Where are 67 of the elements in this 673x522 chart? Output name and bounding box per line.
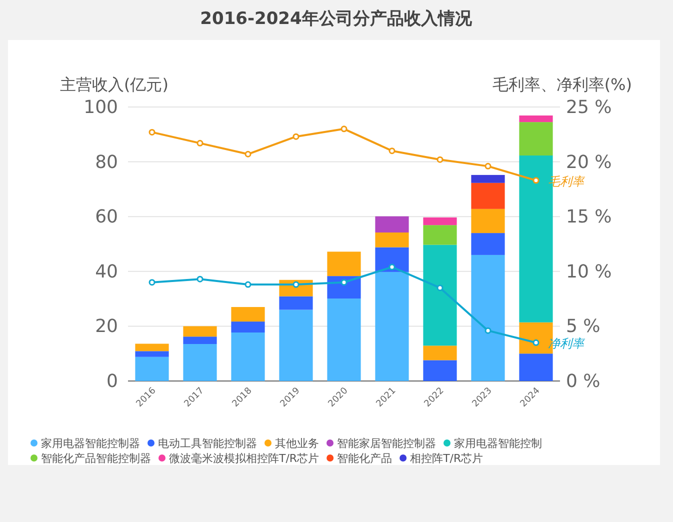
bar [183,336,217,344]
y2-axis-title: 毛利率、净利率(%) [492,75,632,94]
legend-label: 智能化产品 [337,452,392,465]
bar [183,326,217,337]
bar [231,322,265,332]
bar [423,225,457,245]
point [244,281,252,288]
point [244,150,252,158]
point [340,126,348,132]
bar [327,252,361,276]
y-tick-label: 0 [106,371,118,392]
point [532,339,540,346]
bar [423,346,457,360]
bar [519,122,553,156]
point [532,177,540,184]
bar [471,233,505,255]
chart-title: 2016-2024年公司分产品收入情况 [200,9,473,29]
legend-label: 智能化产品智能控制器 [41,452,151,465]
y2-tick-label: 25 % [566,97,612,118]
y-axis-title: 主营收入(亿元) [60,75,168,94]
point [436,156,444,163]
legend-label: 其他业务 [275,437,319,450]
y2-tick-label: 0 % [566,371,600,392]
point [484,327,492,334]
point [292,133,300,140]
y-tick-label: 60 [95,206,118,228]
point [388,148,396,154]
y-tick-label: 80 [95,152,118,173]
bar [471,254,505,381]
bar [183,344,217,381]
y2-tick-label: 20 % [566,152,612,173]
point [484,162,492,170]
y2-tick-label: 10 % [566,261,612,282]
bar [423,244,457,346]
point [340,279,348,286]
legend-label: 微波毫米波模拟相控阵T/R芯片 [169,452,320,465]
bar [519,354,553,381]
point [148,279,156,286]
bar [423,360,457,381]
bar [375,247,409,272]
point [196,276,204,282]
legend-label: 家用电器智能控制器 [41,437,140,450]
y2-tick-label: 15 % [566,206,612,228]
bar [231,332,265,381]
y-tick-label: 100 [84,97,118,118]
y-tick-label: 40 [95,261,118,282]
legend-label: 相控阵T/R芯片 [410,452,484,465]
point [292,281,300,288]
bar [135,356,169,381]
legend-label: 电动工具智能控制器 [158,437,257,450]
bar [135,351,169,357]
point [436,284,444,292]
point [196,140,204,146]
bar [231,307,265,322]
bar [327,298,361,381]
legend-label: 智能家居智能控制器 [337,437,436,450]
y2-tick-label: 5 % [566,316,600,338]
legend-label: 家用电器智能控制 [454,437,542,450]
bar [519,115,553,122]
bar [279,296,313,310]
point [148,128,156,136]
bar [279,310,313,381]
bar [423,217,457,226]
point [388,264,396,270]
bar [375,272,409,381]
bar [135,344,169,352]
y-tick-label: 20 [95,316,118,338]
